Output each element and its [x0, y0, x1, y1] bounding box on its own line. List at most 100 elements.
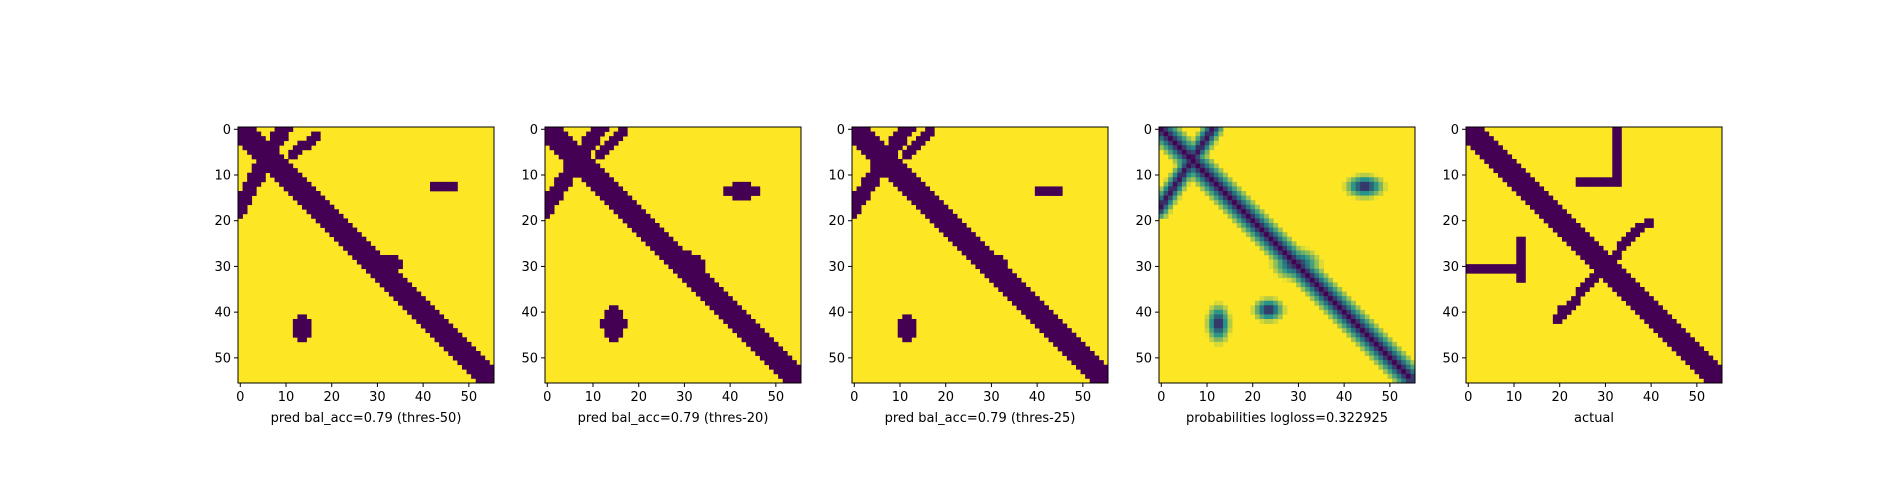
heatmap-cell: [1273, 268, 1279, 274]
heatmap-cell: [952, 223, 958, 228]
heatmap-cell: [1626, 241, 1631, 247]
heatmap-cell: [920, 140, 926, 146]
heatmap-cell: [572, 159, 578, 164]
heatmap-cell: [1062, 337, 1068, 343]
heatmap-cell: [902, 186, 908, 192]
heatmap-cell: [686, 255, 692, 260]
heatmap-cell: [567, 177, 573, 183]
heatmap-cell: [1103, 369, 1109, 375]
heatmap-cell: [938, 227, 944, 233]
heatmap-cell: [1314, 250, 1320, 256]
heatmap-cell: [1639, 227, 1645, 233]
heatmap-cell: [1387, 369, 1393, 375]
heatmap-cell: [865, 195, 871, 201]
heatmap-cell: [375, 277, 381, 283]
heatmap-cell: [398, 287, 403, 292]
heatmap-cell: [434, 181, 440, 187]
heatmap-cell: [1094, 360, 1100, 366]
heatmap-cell: [352, 227, 358, 233]
heatmap-cell: [1594, 268, 1599, 274]
heatmap-cell: [1502, 163, 1508, 169]
heatmap-cell: [746, 341, 752, 347]
heatmap-cell: [1616, 154, 1622, 160]
heatmap-cell: [732, 314, 738, 320]
heatmap-cell: [1305, 273, 1311, 279]
heatmap-cell: [283, 181, 289, 187]
heatmap-cell: [1305, 245, 1311, 251]
heatmap-cell: [1584, 236, 1590, 242]
heatmap-cell: [1309, 273, 1315, 279]
heatmap-cell: [471, 364, 477, 370]
heatmap-cell: [677, 245, 683, 251]
heatmap-cell: [595, 163, 601, 169]
heatmap-cell: [1300, 277, 1306, 283]
heatmap-cell: [590, 181, 596, 187]
heatmap-cell: [1534, 195, 1540, 201]
heatmap-cell: [741, 337, 747, 343]
heatmap-cell: [439, 319, 445, 324]
heatmap-cell: [247, 195, 253, 201]
heatmap-cell: [980, 264, 985, 270]
heatmap-cell: [1168, 200, 1174, 206]
heatmap-cell: [1575, 232, 1581, 238]
heatmap-cell: [1213, 332, 1219, 338]
heatmap-cell: [1291, 259, 1297, 265]
heatmap-cell: [1699, 351, 1705, 356]
heatmap-cell: [1195, 149, 1201, 155]
heatmap-cell: [1662, 319, 1668, 324]
heatmap-cell: [1213, 168, 1219, 174]
heatmap-cell: [718, 287, 724, 292]
heatmap-cell: [586, 154, 592, 160]
heatmap-cell: [398, 273, 403, 279]
heatmap-cell: [1346, 319, 1352, 324]
heatmap-cell: [1525, 181, 1531, 187]
heatmap-cell: [613, 328, 619, 334]
heatmap-cell: [613, 337, 619, 343]
heatmap-cell: [1598, 264, 1604, 270]
heatmap-cell: [315, 131, 321, 137]
heatmap-cell: [1094, 373, 1100, 379]
heatmap-cell: [998, 259, 1004, 265]
heatmap-cell: [1566, 309, 1572, 315]
heatmap-cell: [1383, 351, 1388, 356]
heatmap-cell: [861, 200, 867, 206]
heatmap-cell: [1644, 296, 1650, 302]
heatmap-cell: [682, 259, 688, 265]
heatmap-cell: [686, 273, 692, 279]
heatmap-cell: [943, 213, 949, 219]
heatmap-cell: [714, 305, 720, 311]
heatmap-cell: [787, 360, 793, 366]
heatmap-cell: [1502, 149, 1508, 155]
heatmap-cell: [1218, 195, 1224, 201]
heatmap-cell: [1364, 323, 1370, 329]
heatmap-cell: [993, 273, 999, 279]
heatmap-cell: [1066, 355, 1072, 361]
heatmap-cell: [356, 250, 362, 256]
heatmap-cell: [1580, 181, 1586, 187]
heatmap-cell: [870, 154, 876, 160]
heatmap-cell: [911, 195, 917, 201]
heatmap-cell: [1571, 218, 1577, 224]
heatmap-cell: [292, 181, 298, 187]
heatmap-cell: [984, 250, 990, 256]
heatmap-cell: [705, 287, 710, 292]
heatmap-cell: [604, 323, 610, 329]
heatmap-cell: [673, 245, 678, 251]
heatmap-cell: [1364, 177, 1370, 183]
heatmap-cell: [1273, 319, 1279, 324]
heatmap-cell: [558, 172, 564, 178]
heatmap-cell: [1584, 232, 1590, 238]
heatmap-cell: [1268, 232, 1274, 238]
heatmap-cell: [1392, 341, 1398, 347]
heatmap-cell: [1273, 300, 1279, 306]
heatmap-cell: [750, 346, 756, 352]
heatmap-cell: [1273, 241, 1279, 247]
heatmap-cell: [247, 177, 253, 183]
heatmap-cell: [1250, 305, 1256, 311]
heatmap-cell: [288, 163, 294, 169]
heatmap-cell: [732, 305, 738, 311]
heatmap-cell: [943, 218, 949, 224]
heatmap-cell: [1282, 250, 1288, 256]
heatmap-cell: [1296, 250, 1302, 256]
heatmap-cell: [251, 168, 257, 174]
